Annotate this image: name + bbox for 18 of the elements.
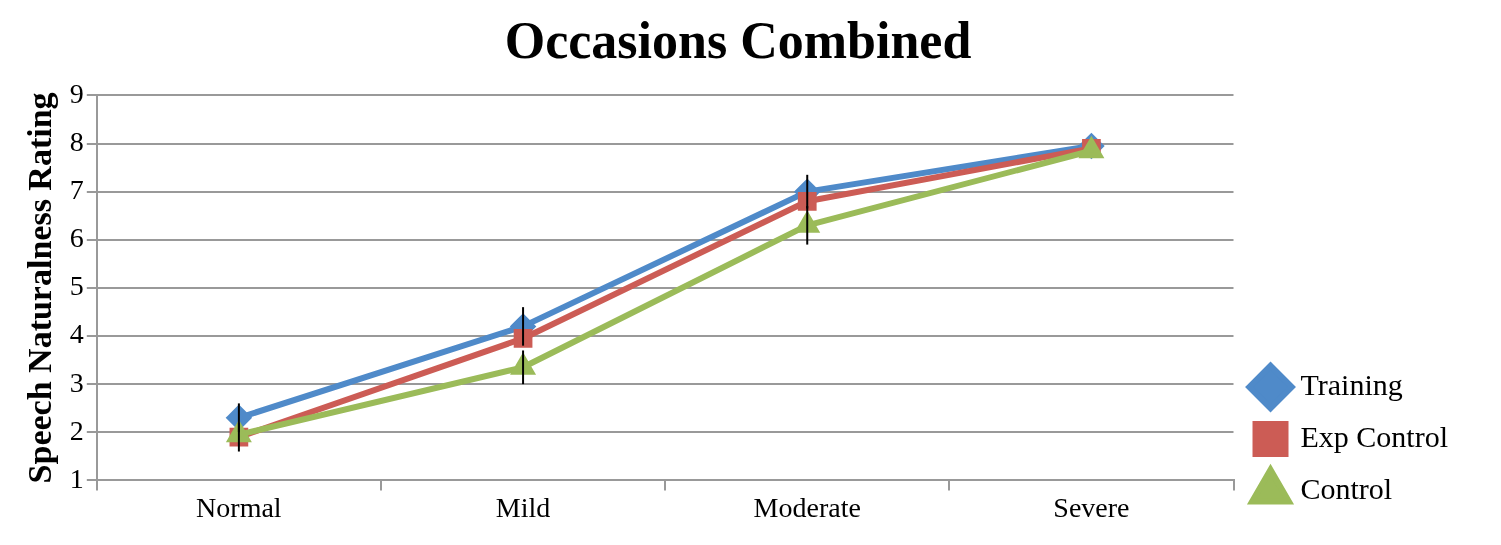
y-axis-title: Speech Naturalness Rating bbox=[21, 92, 59, 484]
x-tick-label: Mild bbox=[495, 491, 551, 523]
chart-title: Occasions Combined bbox=[504, 11, 972, 69]
legend-label: Control bbox=[1300, 471, 1393, 505]
y-tick-label: 6 bbox=[69, 222, 84, 254]
legend-label: Exp Control bbox=[1300, 419, 1448, 453]
x-tick-label: Moderate bbox=[753, 491, 861, 523]
x-tick-label: Normal bbox=[196, 491, 282, 523]
legend-label: Training bbox=[1300, 367, 1403, 401]
y-tick-label: 3 bbox=[69, 366, 84, 398]
y-tick-label: 2 bbox=[69, 414, 84, 446]
y-tick-label: 4 bbox=[69, 318, 84, 350]
x-tick-label: Severe bbox=[1053, 491, 1130, 523]
y-tick-label: 8 bbox=[69, 125, 84, 157]
y-tick-label: 1 bbox=[69, 462, 84, 494]
y-tick-label: 7 bbox=[69, 174, 84, 206]
y-tick-label: 5 bbox=[69, 270, 84, 302]
y-tick-label: 9 bbox=[69, 77, 84, 109]
